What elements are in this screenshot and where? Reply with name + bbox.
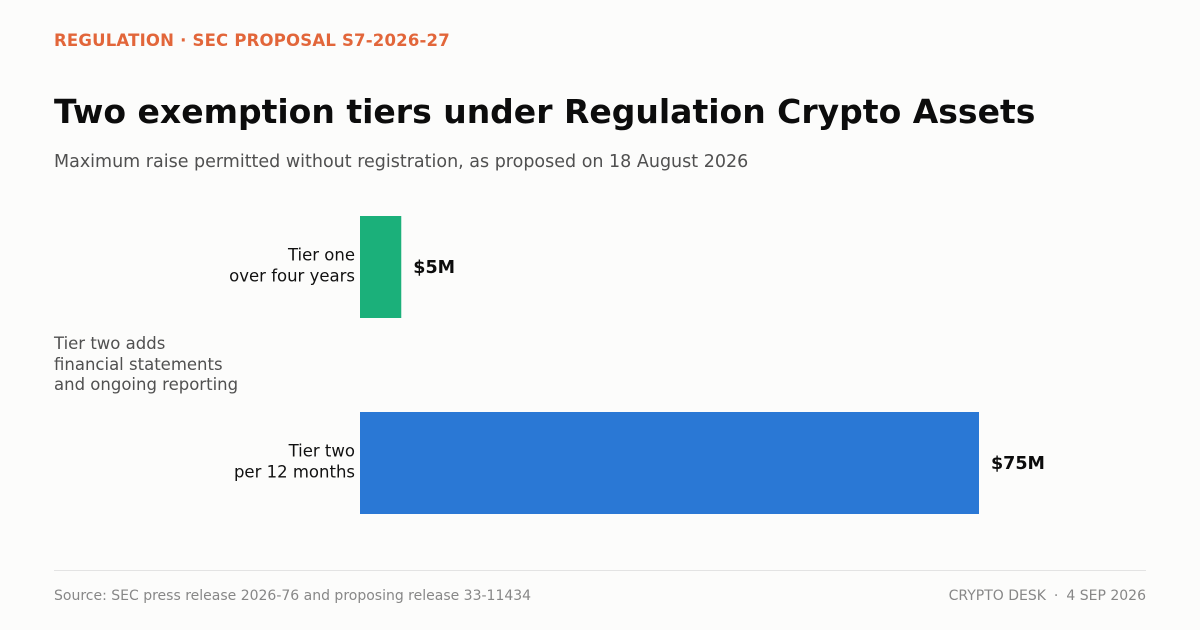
- chart-annotation: Tier two adds financial statements and o…: [54, 334, 294, 396]
- desk-name: CRYPTO DESK: [948, 588, 1046, 604]
- credit-line: CRYPTO DESK · 4 SEP 2026: [949, 588, 1146, 604]
- credit-separator: ·: [1053, 588, 1059, 604]
- category-label: per 12 months: [234, 463, 355, 482]
- data-label: $75M: [991, 454, 1045, 474]
- publish-date: 4 SEP 2026: [1066, 588, 1146, 604]
- subtitle: Maximum raise permitted without registra…: [54, 152, 749, 172]
- source-note: Source: SEC press release 2026-76 and pr…: [54, 588, 532, 604]
- annotation-line: Tier two adds: [54, 334, 166, 353]
- bar: [360, 412, 979, 514]
- annotation-line: financial statements: [54, 354, 223, 374]
- kicker: REGULATION · SEC PROPOSAL S7-2026-27: [54, 31, 450, 50]
- bar-chart: $5M Tier one over four years $75M Tier two pe…: [229, 216, 1045, 514]
- page-title: Two exemption tiers under Regulation Cry…: [54, 92, 1036, 131]
- bar: [360, 216, 402, 318]
- annotation-line: and ongoing reporting: [54, 375, 239, 395]
- footer-divider: [54, 570, 1146, 571]
- category-label: over four years: [229, 267, 355, 286]
- category-label: Tier one: [287, 246, 355, 265]
- category-label: Tier two: [288, 442, 355, 461]
- data-label: $5M: [413, 258, 455, 278]
